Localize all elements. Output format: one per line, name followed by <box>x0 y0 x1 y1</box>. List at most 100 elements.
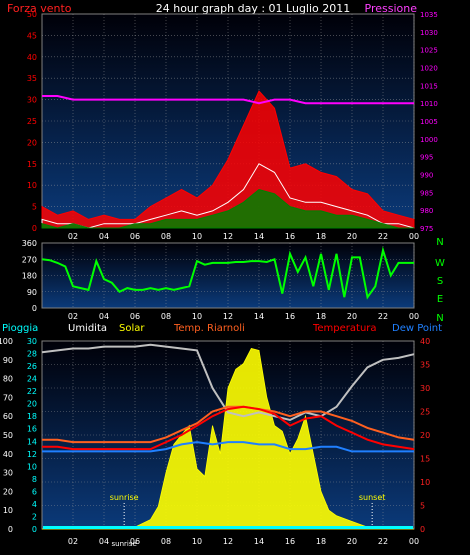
direction-x-tick-label: 02 <box>68 312 78 321</box>
dew-point-line <box>42 441 414 453</box>
temperature-tick-label: 35 <box>420 361 430 370</box>
pressure-tick-label: 1005 <box>420 118 438 126</box>
compass-label: W <box>435 258 445 269</box>
direction-x-tick-label: 18 <box>316 312 326 321</box>
compass-label: E <box>437 294 443 305</box>
wind-tick-label: 10 <box>27 181 37 190</box>
rain-tick-label: 16 <box>27 425 37 434</box>
sunset-label: sunset <box>359 493 386 502</box>
temperature-right-ticks: 0 5 10 15 20 25 30 35 40 <box>420 337 430 534</box>
wind-x-tick-label: 18 <box>316 232 326 241</box>
umidita-line <box>41 343 415 422</box>
direction-left-ticks: 0 90 180 270 360 <box>22 239 37 313</box>
pressure-tick-label: 1020 <box>420 65 438 73</box>
climate-series <box>41 343 415 530</box>
temperature-tick-label: 5 <box>420 502 425 511</box>
humidity-tick-label: 10 <box>3 506 13 515</box>
wind-tick-label: 20 <box>27 138 37 147</box>
wind-tick-label: 0 <box>32 224 37 233</box>
pressure-tick-label: 1035 <box>420 11 438 19</box>
climate-x-tick-label: 02 <box>68 537 78 546</box>
humidity-tick-label: 30 <box>3 469 13 478</box>
rain-tick-label: 20 <box>27 400 37 409</box>
direction-x-ticks: 02 04 06 08 10 12 14 16 18 20 22 00 <box>68 312 419 321</box>
climate-x-tick-label: 20 <box>347 537 357 546</box>
rain-tick-label: 12 <box>27 450 37 459</box>
rain-tick-label: 2 <box>32 512 37 521</box>
direction-x-tick-label: 08 <box>161 312 171 321</box>
humidity-tick-label: 50 <box>3 431 13 440</box>
wind-x-tick-label: 20 <box>347 232 357 241</box>
chart-title: 24 hour graph day : 01 Luglio 2011 <box>156 2 351 15</box>
rain-tick-label: 22 <box>27 387 37 396</box>
temperature-tick-label: 15 <box>420 455 430 464</box>
wind-wind-area <box>41 163 415 229</box>
wind-tick-label: 25 <box>27 117 37 126</box>
pressure-tick-label: 990 <box>420 172 433 180</box>
pressure-line <box>42 95 414 105</box>
temperature-tick-label: 0 <box>420 525 425 534</box>
rain-tick-label: 28 <box>27 350 37 359</box>
direction-tick-label: 180 <box>22 272 37 281</box>
wind-average-area <box>41 188 414 229</box>
humidity-left-ticks: 0 10 20 30 40 50 60 70 80 90 100 <box>0 337 13 534</box>
rain-tick-label: 6 <box>32 487 37 496</box>
wind-x-tick-label: 12 <box>223 232 233 241</box>
climate-x-tick-label: 10 <box>192 537 202 546</box>
wind-x-tick-label: 14 <box>254 232 264 241</box>
legend-item: Pioggia <box>2 323 38 334</box>
wind-x-tick-label: 06 <box>130 232 140 241</box>
wind-tick-label: 30 <box>27 96 37 105</box>
humidity-tick-label: 60 <box>3 412 13 421</box>
wind-x-tick-label: 22 <box>378 232 388 241</box>
climate-x-tick-label: 22 <box>378 537 388 546</box>
climate-x-tick-label: 00 <box>409 537 419 546</box>
direction-tick-label: 360 <box>22 239 37 248</box>
wind-x-ticks: 02 04 06 08 10 12 14 16 18 20 22 00 <box>68 232 419 241</box>
rain-tick-label: 8 <box>32 475 37 484</box>
climate-x-tick-label: 12 <box>223 537 233 546</box>
wind-tick-label: 45 <box>27 31 37 40</box>
sunrise-x-label: sunrise <box>112 540 137 548</box>
pressure-tick-label: 1000 <box>420 136 438 144</box>
sun-annotations: sunrise sunset <box>110 493 386 526</box>
pressure-tick-label: 975 <box>420 225 433 233</box>
direction-line <box>41 246 414 300</box>
rain-tick-label: 24 <box>27 375 37 384</box>
wind-x-tick-label: 08 <box>161 232 171 241</box>
direction-x-tick-label: 20 <box>347 312 357 321</box>
humidity-tick-label: 70 <box>3 393 13 402</box>
wind-x-tick-label: 02 <box>68 232 78 241</box>
temperature-tick-label: 10 <box>420 478 430 487</box>
direction-x-tick-label: 00 <box>409 312 419 321</box>
wind-axis-title: Forza vento <box>7 2 72 15</box>
humidity-tick-label: 100 <box>0 337 13 346</box>
temperature-tick-label: 30 <box>420 384 430 393</box>
direction-tick-label: 90 <box>27 288 37 297</box>
direction-x-tick-label: 12 <box>223 312 233 321</box>
climate-x-tick-label: 08 <box>161 537 171 546</box>
humidity-tick-label: 90 <box>3 356 13 365</box>
direction-series <box>41 246 414 300</box>
wind-tick-label: 50 <box>27 10 37 19</box>
wind-left-ticks: 0 5 10 15 20 25 30 35 40 45 50 <box>27 10 37 233</box>
humidity-tick-label: 80 <box>3 375 13 384</box>
direction-x-tick-label: 16 <box>285 312 295 321</box>
rain-tick-label: 10 <box>27 462 37 471</box>
climate-legend: Pioggia Umidita Solar Temp. Riarnoli Tempera… <box>2 323 442 334</box>
solar-area <box>42 348 414 530</box>
legend-item: Temperatura <box>312 323 377 334</box>
compass-label: N <box>436 313 443 324</box>
climate-x-tick-label: 04 <box>99 537 109 546</box>
temperatura-line <box>42 405 415 451</box>
legend-item: Solar <box>119 323 145 334</box>
rain-tick-label: 18 <box>27 412 37 421</box>
wind-tick-label: 40 <box>27 53 37 62</box>
pressure-axis-title: Pressione <box>365 2 418 15</box>
pressure-tick-label: 1015 <box>420 82 438 90</box>
climate-x-tick-label: 14 <box>254 537 264 546</box>
humidity-tick-label: 0 <box>8 525 13 534</box>
